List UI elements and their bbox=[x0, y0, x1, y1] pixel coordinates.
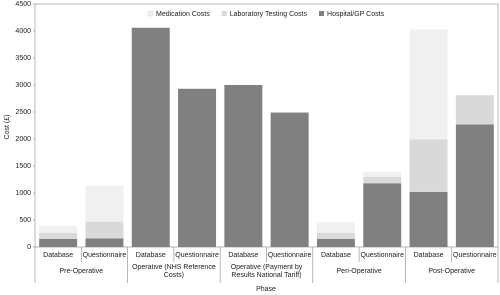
bar-segment bbox=[224, 85, 263, 247]
bar-segment bbox=[39, 225, 78, 233]
bar-segment bbox=[363, 171, 402, 177]
group-label-box: Post-Operative bbox=[428, 268, 476, 275]
x-tick-label: Questionnaire bbox=[268, 252, 312, 259]
bar-segment bbox=[85, 221, 124, 239]
legend-swatch bbox=[319, 11, 325, 16]
x-tick-label: Questionnaire bbox=[360, 252, 404, 259]
bar-segment bbox=[455, 124, 494, 247]
legend-swatch bbox=[221, 11, 227, 16]
y-tick-label: 4500 bbox=[15, 1, 31, 8]
y-tick-label: 2500 bbox=[15, 109, 31, 116]
legend-label: Medication Costs bbox=[156, 11, 210, 18]
x-tick-label: Database bbox=[43, 252, 73, 259]
legend-label: Laboratory Testing Costs bbox=[230, 11, 308, 18]
x-tick-label: Questionnaire bbox=[83, 252, 127, 259]
group-label: Post-Operative bbox=[428, 268, 476, 275]
bar-segment bbox=[455, 95, 494, 125]
bar-segment bbox=[178, 88, 217, 247]
y-tick-label: 4000 bbox=[15, 28, 31, 35]
y-tick-label: 3500 bbox=[15, 55, 31, 62]
bar-segment bbox=[270, 112, 309, 247]
group-label: Pre-Operative bbox=[59, 268, 104, 275]
x-tick-label: Questionnaire bbox=[175, 252, 219, 259]
bar-segment bbox=[316, 232, 355, 239]
group-label-box: Peri-Operative bbox=[336, 268, 382, 275]
bar-segment bbox=[85, 185, 124, 222]
x-tick-label: Database bbox=[228, 252, 258, 259]
bar-segment bbox=[131, 27, 170, 248]
group-label-box: Pre-Operative bbox=[59, 268, 104, 275]
y-tick-label: 3000 bbox=[15, 82, 31, 89]
y-axis-label: Cost (£) bbox=[4, 115, 11, 140]
bar-segment bbox=[409, 139, 448, 192]
x-tick-label: Database bbox=[136, 252, 166, 259]
bar-segment bbox=[316, 222, 355, 233]
bar-segment bbox=[39, 232, 78, 239]
y-tick-label: 1000 bbox=[15, 190, 31, 197]
bar-segment bbox=[409, 29, 448, 140]
x-tick-label: Database bbox=[321, 252, 351, 259]
y-tick-label: 1500 bbox=[15, 163, 31, 170]
bar-segment bbox=[363, 183, 402, 247]
group-label: Operative (NHS Reference Costs) bbox=[132, 264, 216, 279]
group-label-box: Operative (NHS Reference Costs) bbox=[132, 264, 216, 279]
bar-segment bbox=[316, 238, 355, 247]
group-label: Peri-Operative bbox=[336, 268, 382, 275]
x-tick-label: Database bbox=[414, 252, 444, 259]
group-label-box: Operative (Payment by Results National T… bbox=[230, 264, 303, 279]
x-axis-label: Phase bbox=[256, 286, 276, 293]
bar-segment bbox=[39, 238, 78, 247]
legend-swatch bbox=[147, 10, 154, 17]
y-tick-label: 0 bbox=[27, 244, 31, 251]
bar-segment bbox=[85, 238, 124, 247]
bar-segment bbox=[363, 176, 402, 184]
x-tick-label: Questionnaire bbox=[453, 252, 497, 259]
y-tick-label: 2000 bbox=[15, 136, 31, 143]
bar-segment bbox=[409, 191, 448, 247]
legend-label: Hospital/GP Costs bbox=[327, 11, 385, 18]
group-label: Operative (Payment by Results National T… bbox=[230, 264, 303, 279]
y-tick-label: 500 bbox=[19, 217, 31, 224]
